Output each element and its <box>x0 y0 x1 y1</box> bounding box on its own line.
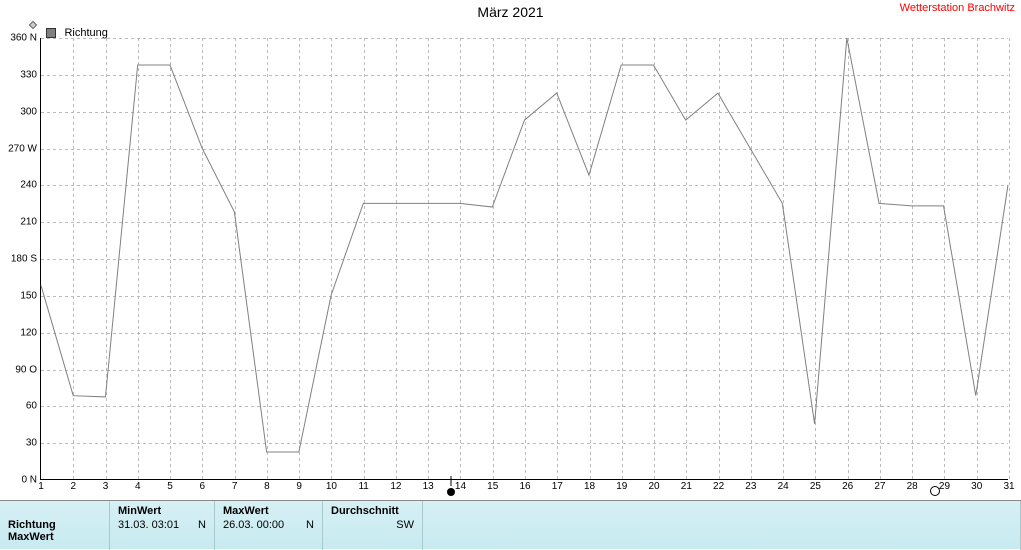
y-tick-label: 360 N <box>10 33 37 44</box>
x-tick-label: 25 <box>810 481 821 492</box>
stats-rowlabel: Richtung <box>8 519 101 531</box>
stats-max-cell: MaxWert 26.03. 00:00 N <box>215 501 323 550</box>
x-tick-label: 3 <box>103 481 109 492</box>
y-tick-label: 150 <box>20 290 37 301</box>
x-tick-label: 23 <box>745 481 756 492</box>
stats-min-cell: MinWert 31.03. 03:01 N <box>110 501 215 550</box>
stats-max-head: MaxWert <box>223 505 314 517</box>
diamond-icon <box>29 21 37 29</box>
x-tick-label: 22 <box>713 481 724 492</box>
y-tick-label: 210 <box>20 217 37 228</box>
stats-rowlabel-cell: Richtung MaxWert <box>0 501 110 550</box>
x-tick-label: 5 <box>167 481 173 492</box>
x-tick-label: 1 <box>38 481 44 492</box>
x-tick-label: 24 <box>778 481 789 492</box>
x-tick-label: 30 <box>971 481 982 492</box>
max-marker-circle <box>930 486 940 496</box>
stats-spacer <box>423 501 1021 550</box>
stats-avg-cell: Durchschnitt SW <box>323 501 423 550</box>
x-tick-label: 20 <box>649 481 660 492</box>
min-marker-dot <box>447 488 455 496</box>
x-tick-label: 12 <box>390 481 401 492</box>
x-tick-label: 8 <box>264 481 270 492</box>
x-tick-label: 2 <box>70 481 76 492</box>
chart-area: 0 N306090 O120150180 S210240270 W3003303… <box>40 38 1008 480</box>
x-tick-label: 11 <box>358 481 368 492</box>
stats-panel: Richtung MaxWert MinWert 31.03. 03:01 N … <box>0 500 1021 549</box>
x-tick-label: 27 <box>874 481 885 492</box>
y-tick-label: 270 W <box>8 143 37 154</box>
stats-min-dir: N <box>198 519 206 531</box>
x-tick-label: 28 <box>907 481 918 492</box>
y-tick-label: 30 <box>26 438 37 449</box>
stats-max-when: 26.03. 00:00 <box>223 519 284 531</box>
stats-avg-head: Durchschnitt <box>331 505 414 517</box>
y-tick-label: 330 <box>20 69 37 80</box>
x-tick-label: 4 <box>135 481 141 492</box>
x-tick-label: 10 <box>326 481 337 492</box>
x-tick-label: 14 <box>455 481 466 492</box>
x-tick-label: 31 <box>1003 481 1014 492</box>
x-tick-label: 21 <box>681 481 692 492</box>
x-tick-label: 17 <box>552 481 563 492</box>
y-tick-label: 300 <box>20 106 37 117</box>
y-tick-label: 120 <box>20 327 37 338</box>
y-tick-label: 180 S <box>11 254 37 265</box>
x-tick-label: 19 <box>616 481 627 492</box>
gridline-v <box>1009 38 1010 479</box>
brand-label: Wetterstation Brachwitz <box>900 2 1015 14</box>
legend-swatch <box>46 28 56 38</box>
x-tick-label: 18 <box>584 481 595 492</box>
legend-label: Richtung <box>64 27 107 39</box>
x-tick-label: 16 <box>519 481 530 492</box>
y-tick-label: 0 N <box>21 475 37 486</box>
stats-rowlabel2: MaxWert <box>8 531 101 543</box>
x-tick-label: 29 <box>939 481 950 492</box>
series-line <box>41 38 1008 479</box>
chart-title: März 2021 <box>0 0 1021 20</box>
x-tick-label: 9 <box>296 481 302 492</box>
x-tick-label: 13 <box>423 481 434 492</box>
y-tick-label: 60 <box>26 401 37 412</box>
stats-min-when: 31.03. 03:01 <box>118 519 179 531</box>
stats-min-head: MinWert <box>118 505 206 517</box>
x-tick-label: 6 <box>200 481 206 492</box>
x-tick-label: 7 <box>232 481 238 492</box>
x-tick-label: 26 <box>842 481 853 492</box>
stats-max-dir: N <box>306 519 314 531</box>
x-tick-label: 15 <box>487 481 498 492</box>
y-tick-label: 240 <box>20 180 37 191</box>
stats-avg-dir: SW <box>331 519 414 531</box>
y-tick-label: 90 O <box>15 364 37 375</box>
